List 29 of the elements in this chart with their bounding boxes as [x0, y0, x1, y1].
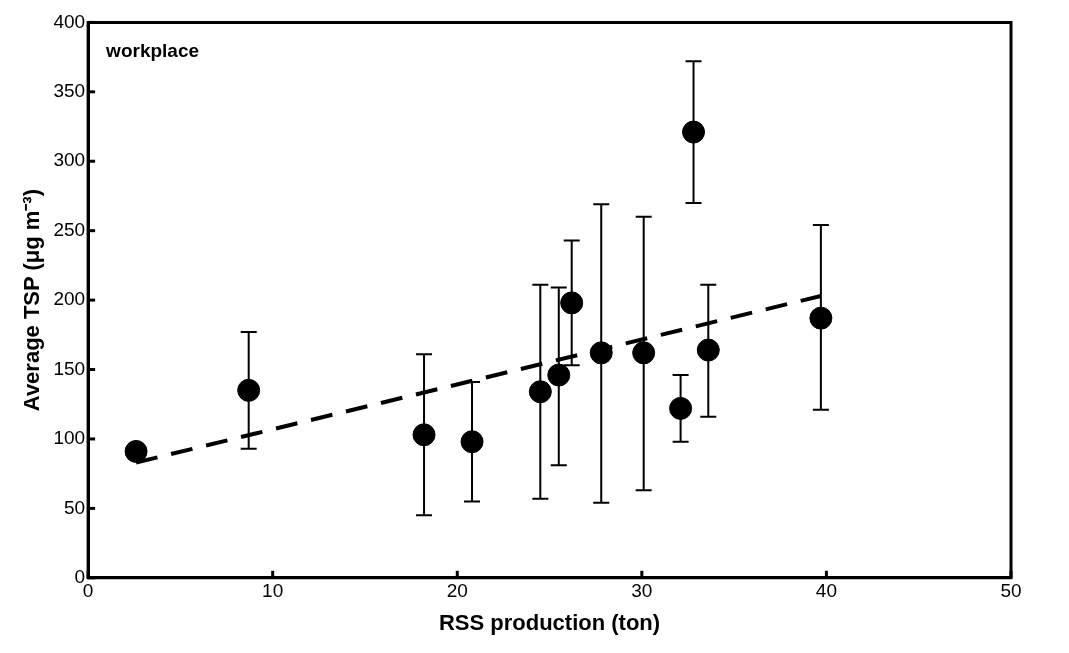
point [682, 120, 706, 144]
y-tick-label: 50 [63, 496, 86, 518]
point [589, 341, 613, 365]
x-tick-label: 40 [815, 580, 837, 602]
x-tick-label: 10 [262, 580, 284, 602]
point [528, 380, 552, 404]
point [460, 430, 484, 454]
y-tick-label: 400 [53, 10, 86, 32]
x-tick-label: 30 [631, 580, 653, 602]
y-axis-title: Average TSP (μg m⁻³) [19, 189, 45, 412]
y-tick-label: 300 [53, 149, 86, 171]
annotation: workplace [105, 40, 200, 62]
point [124, 439, 148, 463]
y-tick-label: 150 [53, 357, 86, 379]
point [560, 291, 584, 315]
point [237, 378, 261, 402]
y-tick-label: 250 [53, 218, 86, 240]
x-axis-title: RSS production (ton) [438, 609, 661, 635]
point [669, 396, 693, 420]
x-tick-label: 50 [1000, 580, 1022, 602]
point [696, 338, 720, 362]
y-tick-label: 350 [53, 80, 86, 102]
y-tick-label: 100 [53, 427, 86, 449]
point [632, 341, 656, 365]
point [547, 363, 571, 387]
x-tick-label: 20 [446, 580, 468, 602]
point [412, 423, 436, 447]
point [809, 306, 833, 330]
y-tick-label: 200 [53, 288, 86, 310]
